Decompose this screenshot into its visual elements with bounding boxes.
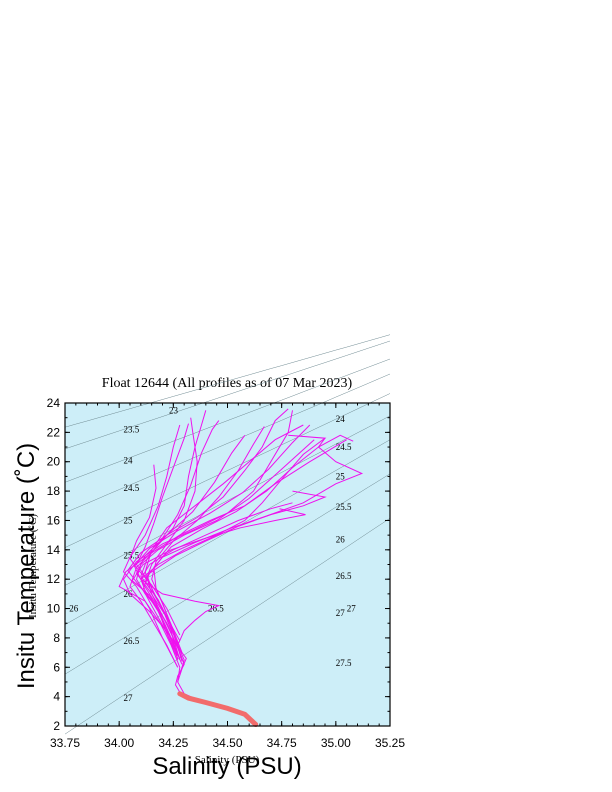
profile-line (140, 420, 220, 642)
profile-lines (118, 408, 364, 724)
density-contour-label: 27 (336, 608, 346, 618)
deep-band-line (177, 691, 259, 727)
density-contour-label: 24 (336, 414, 346, 424)
y-tick-label: 18 (47, 484, 61, 498)
density-contour-line (64, 340, 391, 450)
x-axis-label: Salinity (PSU) (152, 753, 301, 780)
density-contour-label: 26 (124, 589, 134, 599)
density-contour-line (64, 358, 391, 483)
deep-band (177, 691, 259, 727)
density-contour-line (64, 415, 391, 586)
density-contour-line (64, 473, 391, 675)
y-tick-label: 2 (53, 719, 60, 733)
density-contour-label: 24.5 (124, 483, 140, 493)
y-tick-label: 6 (53, 660, 60, 674)
y-tick-label: 24 (47, 396, 61, 410)
y-tick-label: 16 (47, 513, 61, 527)
profile-line (140, 434, 327, 665)
x-tick-label: 34.75 (267, 736, 297, 750)
x-tick-label: 35.00 (321, 736, 351, 750)
chart-title: Float 12644 (All profiles as of 07 Mar 2… (102, 376, 353, 391)
profile-line (135, 435, 246, 645)
profile-line (142, 490, 327, 656)
profile-line (135, 423, 189, 647)
y-tick-label: 12 (47, 572, 61, 586)
density-contour-line (64, 439, 391, 625)
y-tick-label: 14 (47, 543, 61, 557)
density-contour-label: 23 (169, 405, 179, 415)
x-tick-label: 34.00 (104, 736, 134, 750)
density-contour-label: 25 (124, 516, 134, 526)
density-contour-label: 27 (347, 604, 357, 614)
density-contour-label: 26 (69, 604, 79, 614)
y-axis-label: Insitu Temperature (˚C) (13, 443, 40, 689)
plot-area (65, 403, 390, 726)
x-axis: 33.75 34.00 34.25 34.50 34.75 35.00 35.25 (50, 403, 405, 750)
density-contour-line (64, 393, 391, 548)
y-axis-label-overlay: Insitu Temperature (˚C) (27, 514, 39, 618)
density-contour-label: 26 (336, 535, 346, 545)
density-contour-label: 24 (124, 455, 134, 465)
profile-line (140, 502, 293, 675)
density-contour-label: 24.5 (336, 442, 352, 452)
profile-line (133, 424, 311, 659)
y-tick-label: 22 (47, 425, 61, 439)
density-contour-line (64, 518, 391, 735)
density-contour-label: 23.5 (124, 424, 140, 434)
y-tick-label: 20 (47, 455, 61, 469)
y-tick-label: 8 (53, 631, 60, 645)
density-contour-label: 25 (336, 471, 346, 481)
density-contour-label: 26.5 (124, 636, 140, 646)
density-contour-label: 26.5 (208, 604, 224, 614)
density-contour-label: 26.5 (336, 571, 352, 581)
density-contour-label: 25.5 (336, 502, 352, 512)
y-tick-label: 10 (47, 602, 61, 616)
profile-line (151, 426, 265, 653)
x-tick-label: 33.75 (50, 736, 80, 750)
x-axis-label-overlay: Salinity (PSU) (195, 754, 260, 766)
density-contour-line (64, 334, 391, 428)
density-contour-line (64, 373, 391, 513)
density-contour-label: 27 (124, 693, 134, 703)
density-contour-label: 27.5 (336, 658, 352, 668)
profile-line (131, 508, 306, 659)
x-tick-label: 35.25 (375, 736, 405, 750)
x-tick-label: 34.50 (212, 736, 242, 750)
y-tick-label: 4 (53, 690, 60, 704)
x-tick-label: 34.25 (158, 736, 188, 750)
